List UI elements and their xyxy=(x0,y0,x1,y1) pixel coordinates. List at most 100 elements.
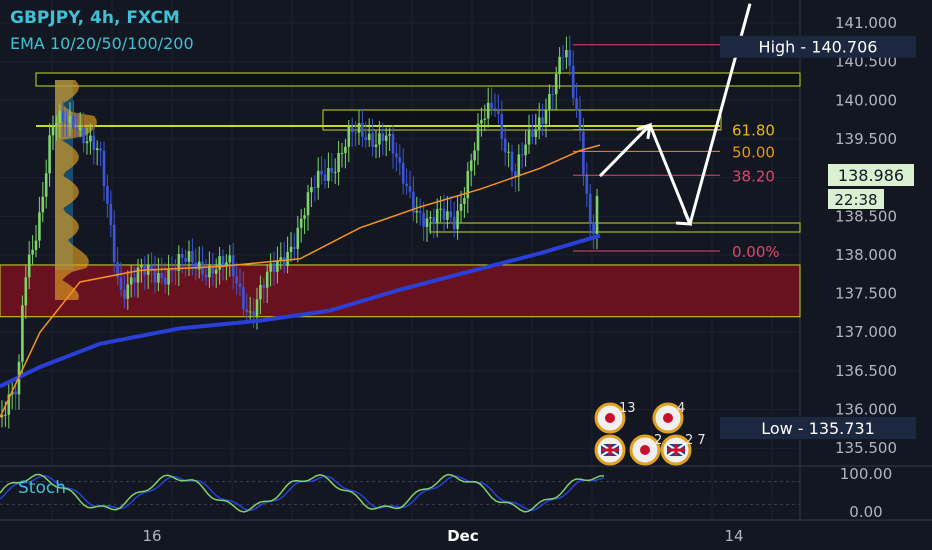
event-marker[interactable]: 2 7 xyxy=(660,433,706,466)
price-axis[interactable]: 141.000140.500140.000139.500139.000138.5… xyxy=(720,14,916,521)
economic-events[interactable]: 13 4 2 2 7 xyxy=(594,401,706,466)
candle xyxy=(197,246,201,279)
candle-body xyxy=(527,129,531,145)
event-marker[interactable]: 2 xyxy=(629,433,662,466)
arrow-down-head xyxy=(675,210,693,226)
candle-body xyxy=(378,133,381,145)
candle-body xyxy=(422,212,425,227)
candle-body xyxy=(463,198,466,204)
candle-body xyxy=(140,265,143,268)
stoch-label[interactable]: Stoch xyxy=(18,478,66,498)
candle xyxy=(95,140,99,166)
candle xyxy=(452,201,456,238)
candle-body xyxy=(245,309,249,313)
candle xyxy=(384,127,388,157)
candle-body xyxy=(4,414,7,416)
event-marker[interactable] xyxy=(594,434,626,466)
candle-body xyxy=(405,183,408,187)
candle-body xyxy=(327,167,330,181)
candle xyxy=(262,277,266,304)
candle-body xyxy=(575,98,578,111)
candle xyxy=(89,123,92,155)
candle xyxy=(180,247,184,274)
candle-body xyxy=(473,150,476,161)
candle xyxy=(276,246,279,284)
candle xyxy=(21,295,24,377)
candle-body xyxy=(272,263,276,272)
candle-body xyxy=(123,289,126,299)
candle xyxy=(279,242,283,270)
candle-body xyxy=(89,135,92,142)
candle xyxy=(367,118,371,147)
candle xyxy=(299,208,303,243)
candle-body xyxy=(432,217,436,224)
candle-body xyxy=(384,135,388,141)
candle-body xyxy=(82,127,85,144)
candle xyxy=(524,130,527,167)
candle xyxy=(31,235,34,265)
candle xyxy=(582,117,585,186)
candle xyxy=(507,142,510,168)
candle-body xyxy=(136,267,140,283)
candle-body xyxy=(582,131,585,175)
candle xyxy=(72,101,75,139)
candle-body xyxy=(398,157,402,163)
candle xyxy=(44,159,48,209)
candle-body xyxy=(41,196,45,213)
price-tick: 136.000 xyxy=(835,401,897,419)
candle-body xyxy=(293,246,296,249)
candle-body xyxy=(72,115,75,129)
stoch-tick: 100.00 xyxy=(840,465,893,483)
candle-body xyxy=(446,211,449,220)
candle-body xyxy=(61,110,65,122)
candle xyxy=(48,123,51,187)
countdown-value: 22:38 xyxy=(834,191,877,209)
candle-body xyxy=(289,246,293,252)
candle-body xyxy=(551,93,555,95)
candle xyxy=(303,207,306,235)
low-label-bg xyxy=(720,417,916,439)
uk-flag-icon xyxy=(600,443,620,457)
candle xyxy=(568,35,572,76)
symbol-title[interactable]: GBPJPY, 4h, FXCM xyxy=(10,8,180,28)
candle xyxy=(456,196,459,240)
candle xyxy=(391,125,395,169)
ema-legend[interactable]: EMA 10/20/50/100/200 xyxy=(10,34,194,53)
candle-body xyxy=(160,273,164,278)
time-axis[interactable]: 16 Dec 14 xyxy=(142,527,743,545)
candle-body xyxy=(412,191,415,213)
candle xyxy=(364,121,368,149)
candle xyxy=(78,112,82,138)
event-marker[interactable]: 4 xyxy=(652,401,685,434)
current-price-tag: 138.986 22:38 xyxy=(828,164,914,209)
candle-body xyxy=(469,160,473,171)
event-count: 2 7 xyxy=(685,433,706,448)
candle-body xyxy=(116,262,119,278)
candle xyxy=(85,127,89,155)
candle-body xyxy=(180,253,184,259)
candle xyxy=(337,140,340,186)
candle-body xyxy=(313,187,317,189)
candle xyxy=(490,87,493,116)
event-marker[interactable]: 13 xyxy=(594,401,636,434)
candle xyxy=(99,141,102,167)
stoch-tick: 0.00 xyxy=(849,503,882,521)
candle xyxy=(578,95,582,142)
ema-200-line xyxy=(0,233,601,389)
candle xyxy=(527,114,531,154)
candle xyxy=(408,170,412,198)
candle xyxy=(401,148,405,195)
candle-body xyxy=(92,135,96,150)
price-tick: 136.500 xyxy=(835,362,897,380)
candle xyxy=(65,110,68,138)
candle xyxy=(459,190,463,224)
candle-body xyxy=(276,260,279,272)
candle xyxy=(316,157,320,200)
candle-body xyxy=(435,209,439,224)
candle-body xyxy=(310,187,313,193)
candle xyxy=(473,142,476,176)
candle-body xyxy=(208,265,211,278)
uk-flag-icon xyxy=(666,443,686,457)
candle xyxy=(531,114,534,145)
